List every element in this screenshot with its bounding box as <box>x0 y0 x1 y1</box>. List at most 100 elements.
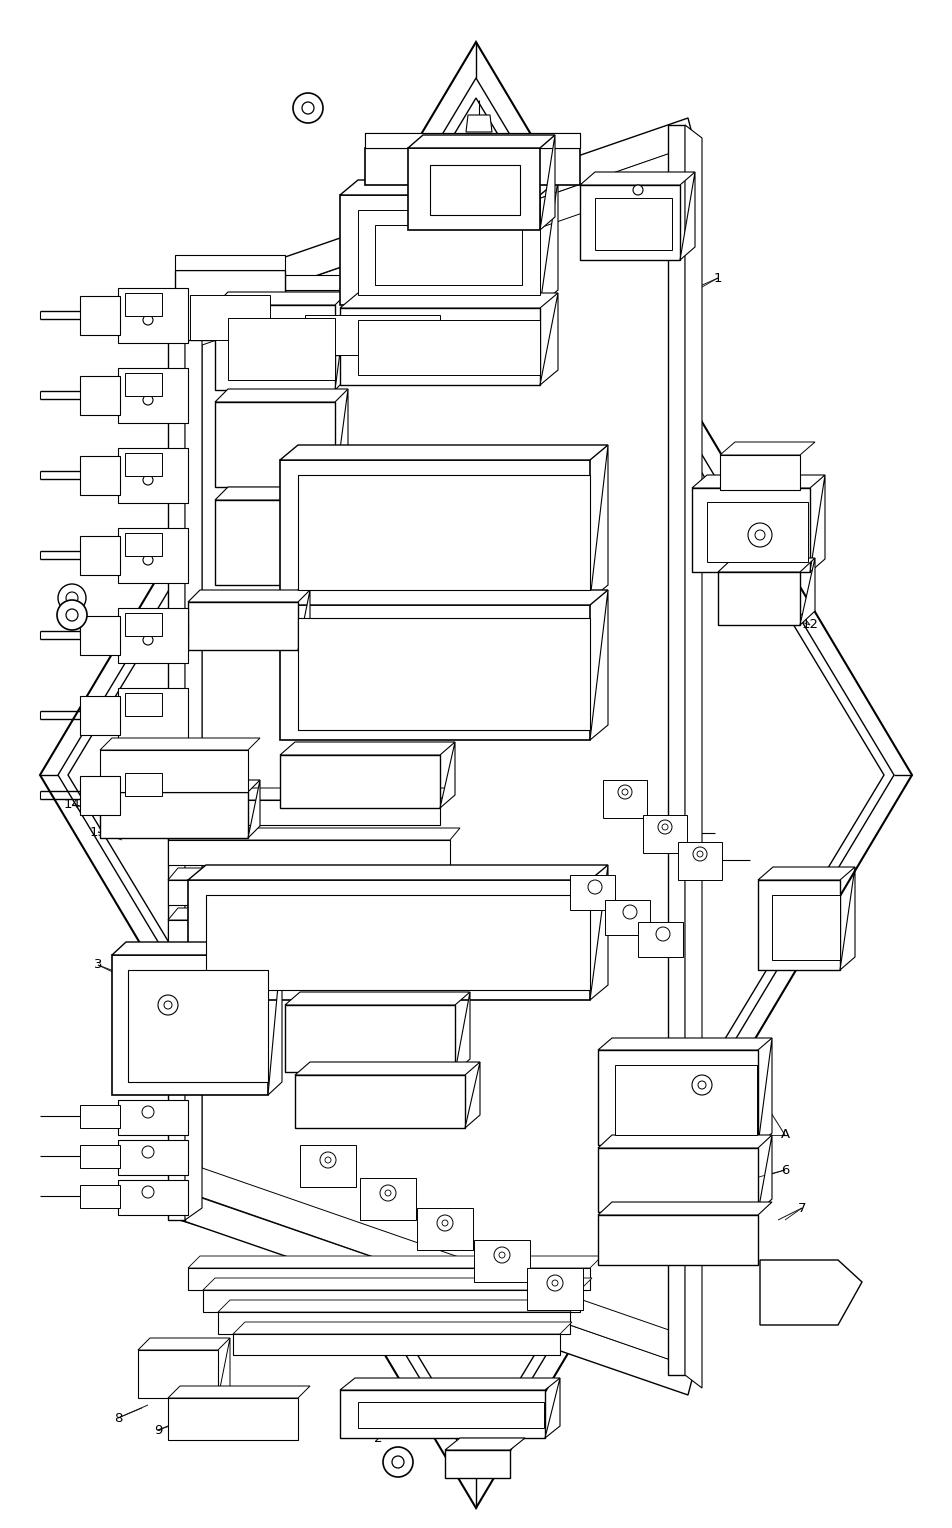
Polygon shape <box>678 842 722 880</box>
Circle shape <box>383 1447 413 1478</box>
Polygon shape <box>215 306 335 390</box>
Circle shape <box>302 102 314 115</box>
Polygon shape <box>100 792 248 837</box>
Polygon shape <box>692 487 810 571</box>
Circle shape <box>385 1190 391 1196</box>
Polygon shape <box>466 115 492 131</box>
Text: 12: 12 <box>802 619 819 631</box>
Polygon shape <box>340 1390 545 1438</box>
Polygon shape <box>80 1105 120 1128</box>
Polygon shape <box>605 900 650 935</box>
Polygon shape <box>100 750 248 792</box>
Polygon shape <box>112 941 282 955</box>
Polygon shape <box>800 558 815 625</box>
Polygon shape <box>300 1144 356 1187</box>
Polygon shape <box>358 209 540 295</box>
Circle shape <box>633 185 643 196</box>
Polygon shape <box>280 590 608 605</box>
Circle shape <box>442 1219 448 1225</box>
Polygon shape <box>280 743 455 755</box>
Polygon shape <box>125 373 162 396</box>
Circle shape <box>552 1280 558 1287</box>
Text: 4: 4 <box>694 203 703 217</box>
Polygon shape <box>570 876 615 911</box>
Polygon shape <box>810 475 825 571</box>
Polygon shape <box>643 814 687 853</box>
Polygon shape <box>358 1403 544 1429</box>
Polygon shape <box>180 130 685 1375</box>
Polygon shape <box>118 287 188 342</box>
Polygon shape <box>455 992 470 1073</box>
Polygon shape <box>598 1135 772 1148</box>
Polygon shape <box>758 1135 772 1212</box>
Polygon shape <box>215 487 348 500</box>
Circle shape <box>499 1251 505 1258</box>
Polygon shape <box>215 402 335 487</box>
Polygon shape <box>598 1203 772 1215</box>
Circle shape <box>692 1076 712 1096</box>
Polygon shape <box>598 1215 758 1265</box>
Polygon shape <box>692 475 825 487</box>
Polygon shape <box>772 895 840 960</box>
Polygon shape <box>228 318 335 380</box>
Circle shape <box>748 523 772 547</box>
Polygon shape <box>417 1209 473 1250</box>
Polygon shape <box>295 1062 480 1076</box>
Polygon shape <box>233 1334 560 1355</box>
Circle shape <box>618 785 632 799</box>
Polygon shape <box>285 992 470 1005</box>
Text: 7: 7 <box>798 1201 806 1215</box>
Polygon shape <box>202 151 674 1352</box>
Polygon shape <box>168 1386 310 1398</box>
Text: 10: 10 <box>777 573 793 587</box>
Polygon shape <box>340 196 540 306</box>
Polygon shape <box>298 617 590 730</box>
Polygon shape <box>360 1178 416 1219</box>
Polygon shape <box>203 1277 592 1290</box>
Circle shape <box>164 1001 172 1008</box>
Polygon shape <box>340 180 558 196</box>
Circle shape <box>66 591 78 604</box>
Polygon shape <box>638 921 683 957</box>
Polygon shape <box>80 776 120 814</box>
Polygon shape <box>175 148 692 351</box>
Circle shape <box>148 536 162 550</box>
Polygon shape <box>580 173 695 185</box>
Polygon shape <box>430 165 520 215</box>
Polygon shape <box>540 180 558 306</box>
Circle shape <box>142 1146 154 1158</box>
Circle shape <box>588 880 602 894</box>
Circle shape <box>58 584 86 613</box>
Text: 11: 11 <box>760 538 777 552</box>
Polygon shape <box>580 185 680 260</box>
Polygon shape <box>365 133 580 148</box>
Polygon shape <box>203 1290 580 1313</box>
Polygon shape <box>295 1076 465 1128</box>
Polygon shape <box>118 368 188 423</box>
Polygon shape <box>215 500 335 585</box>
Circle shape <box>142 1186 154 1198</box>
Polygon shape <box>175 270 285 341</box>
Polygon shape <box>285 275 460 290</box>
Polygon shape <box>408 134 555 148</box>
Polygon shape <box>280 460 590 601</box>
Polygon shape <box>138 1351 218 1398</box>
Polygon shape <box>118 688 188 743</box>
Polygon shape <box>125 452 162 477</box>
Polygon shape <box>445 1450 510 1478</box>
Circle shape <box>622 788 628 795</box>
Polygon shape <box>100 738 260 750</box>
Polygon shape <box>215 390 348 402</box>
Circle shape <box>148 376 162 390</box>
Polygon shape <box>527 1268 583 1309</box>
Polygon shape <box>668 125 685 1375</box>
Text: A: A <box>781 1129 789 1141</box>
Circle shape <box>148 616 162 630</box>
Circle shape <box>148 296 162 310</box>
Polygon shape <box>175 255 285 270</box>
Polygon shape <box>758 1038 772 1144</box>
Polygon shape <box>540 134 555 231</box>
Circle shape <box>143 555 153 565</box>
Text: 14: 14 <box>64 799 80 811</box>
Polygon shape <box>595 199 672 251</box>
